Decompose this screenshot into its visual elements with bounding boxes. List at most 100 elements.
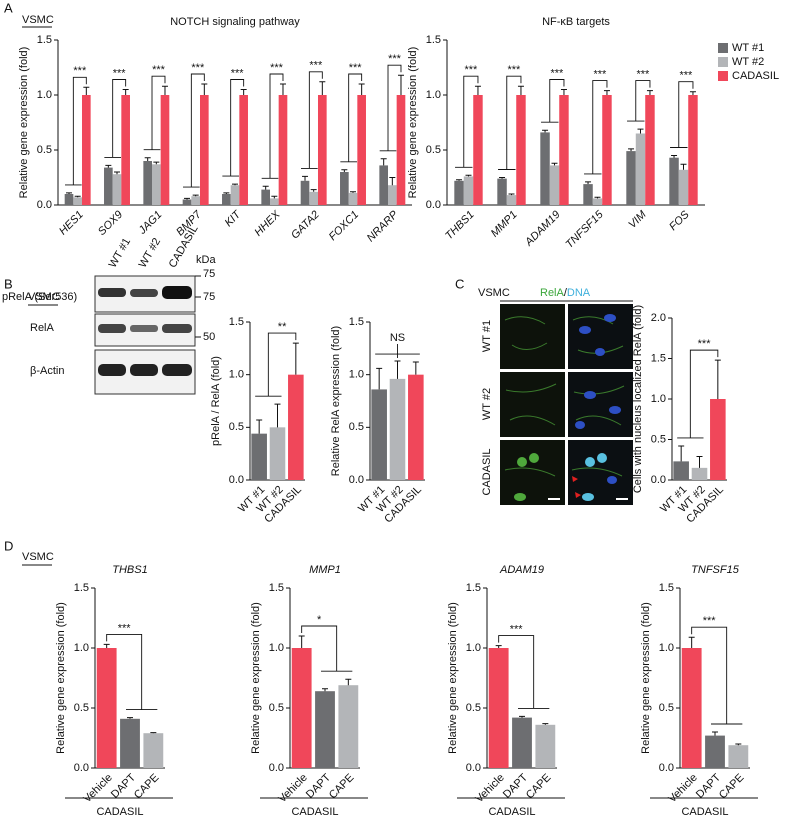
x-tick-label: MMP1 — [489, 209, 520, 240]
bar — [688, 95, 698, 205]
y-tick-label: 1.5 — [466, 582, 481, 594]
y-axis-label: Relative gene expression (fold) — [250, 602, 262, 754]
y-tick-label: 1.5 — [651, 352, 666, 364]
legend-label: WT #1 — [732, 42, 764, 54]
bar — [239, 95, 248, 205]
significance-label: *** — [464, 64, 478, 76]
y-axis-label: Relative gene expression (fold) — [640, 602, 652, 754]
y-axis-label: pRelA / RelA (fold) — [210, 356, 222, 446]
significance-bracket — [677, 349, 719, 439]
bar — [309, 191, 318, 205]
group-label: CADASIL — [291, 806, 338, 818]
bar — [635, 133, 646, 205]
y-tick-label: 0.0 — [659, 762, 674, 774]
panel-label: D — [4, 538, 13, 553]
bar — [705, 735, 725, 768]
error-bar — [714, 359, 721, 399]
error-bar — [322, 688, 328, 692]
error-bar — [161, 85, 168, 95]
y-tick-label: 0.0 — [426, 199, 441, 211]
y-tick-label: 0.5 — [426, 144, 441, 156]
cell-line: VSMC — [22, 14, 54, 26]
bar — [540, 132, 550, 205]
error-bar — [603, 90, 610, 95]
y-tick-label: 0.0 — [269, 762, 284, 774]
error-bar — [274, 403, 281, 428]
error-bar — [232, 183, 238, 186]
y-axis-label: Relative gene expression (fold) — [18, 47, 30, 199]
significance-label: *** — [593, 69, 607, 81]
blot-row-label: RelA — [30, 322, 55, 334]
bar — [681, 648, 702, 768]
legend-swatch — [718, 71, 728, 81]
error-bar — [358, 83, 365, 95]
y-tick-label: 0.5 — [466, 702, 481, 714]
bar — [473, 95, 483, 205]
image-row-label: WT #1 — [481, 320, 493, 352]
x-tick-label: HES1 — [57, 209, 86, 238]
error-bar — [712, 731, 718, 736]
bar — [288, 374, 304, 480]
error-bar — [302, 175, 309, 181]
significance-bracket — [301, 625, 353, 672]
error-bar — [380, 158, 387, 166]
bar — [64, 194, 74, 205]
bar — [389, 378, 406, 480]
blot — [94, 275, 201, 395]
significance-bracket — [106, 633, 158, 711]
bar — [463, 176, 474, 205]
y-tick-label: 0.0 — [37, 199, 52, 211]
marker-label: 75 — [203, 291, 215, 303]
y-tick-label: 1.0 — [229, 369, 244, 381]
legend-label: CADASIL — [732, 70, 779, 82]
bar — [512, 717, 532, 768]
significance-label: *** — [349, 62, 363, 74]
error-bar — [319, 81, 326, 95]
y-axis-label: Relative gene expression (fold) — [407, 47, 419, 199]
marker-label: 50 — [203, 331, 215, 343]
error-bar — [66, 192, 73, 194]
y-tick-label: 1.5 — [74, 582, 89, 594]
error-bar — [144, 157, 151, 161]
error-bar — [394, 360, 401, 379]
x-tick-label: JAG1 — [136, 209, 165, 238]
bar — [728, 745, 749, 768]
significance-label: *** — [507, 64, 521, 76]
significance-label: *** — [73, 65, 87, 77]
significance-label: *** — [118, 622, 132, 634]
error-bar — [150, 732, 157, 734]
significance-bracket — [498, 75, 522, 170]
bar — [357, 95, 366, 205]
channel-separator: / — [564, 287, 568, 299]
significance-bracket — [498, 635, 550, 709]
significance-bracket — [379, 64, 402, 152]
group-label: CADASIL — [488, 806, 535, 818]
error-bar — [240, 89, 247, 95]
y-tick-label: 1.5 — [269, 582, 284, 594]
error-bar — [594, 196, 601, 199]
error-bar — [114, 171, 120, 175]
y-tick-label: 1.0 — [349, 369, 364, 381]
y-tick-label: 0.5 — [269, 702, 284, 714]
error-bar — [223, 192, 230, 194]
error-bar — [341, 169, 348, 172]
y-tick-label: 1.0 — [269, 642, 284, 654]
bar — [143, 733, 164, 768]
chart-title: ADAM19 — [499, 564, 544, 576]
x-tick-label: GATA2 — [289, 209, 322, 242]
error-bar — [345, 678, 352, 686]
y-tick-label: 1.0 — [37, 89, 52, 101]
y-tick-label: 0.5 — [74, 702, 89, 714]
y-tick-label: 1.5 — [37, 34, 52, 46]
x-tick-label: Vehicle — [666, 772, 700, 806]
x-tick-label: SOX9 — [96, 209, 125, 238]
group-label: CADASIL — [96, 806, 143, 818]
error-bar — [298, 635, 305, 648]
error-bar — [637, 128, 644, 134]
bar — [120, 718, 140, 768]
chart-title: MMP1 — [309, 564, 341, 576]
chart-title: NF-κB targets — [542, 16, 610, 28]
bar — [454, 180, 464, 205]
significance-label: *** — [309, 60, 323, 72]
error-bar — [551, 162, 558, 166]
